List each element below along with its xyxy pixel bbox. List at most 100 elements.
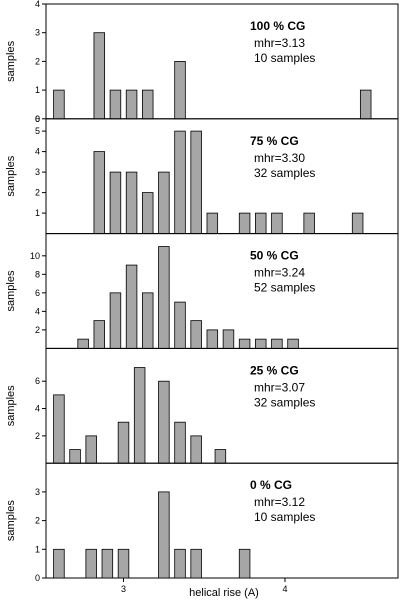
y-axis-label: samples [5,40,17,81]
bar [93,32,106,120]
bar [133,367,146,464]
bar [93,320,106,349]
y-tick-label: 6 [35,114,40,124]
y-axis-label: samples [5,385,17,426]
bar [174,548,186,579]
panel-title: 100 % CG [250,19,305,33]
bar [101,548,114,579]
y-tick-label: 4 [35,404,40,414]
bar [141,192,154,235]
bar [53,548,65,579]
y-tick-label: 2 [35,56,40,66]
panel-mhr: mhr=3.13 [254,36,305,50]
bar [174,301,186,349]
bar [158,491,170,579]
bar [238,548,251,579]
bar [190,130,202,235]
bar [271,338,283,349]
bar [174,130,186,235]
bar [158,171,170,235]
y-tick-label: 6 [35,376,40,386]
y-tick-label: 8 [35,269,40,279]
panel-title: 75 % CG [250,134,299,148]
x-tick-label: 4 [282,584,287,594]
y-axis-label: samples [5,500,17,541]
y-axis-label: samples [5,155,17,196]
bar [222,329,235,349]
bar [53,394,65,464]
bar [141,89,154,120]
bar [174,61,186,120]
bar [158,380,170,464]
bar [125,264,138,349]
bar [206,212,219,235]
panel-mhr: mhr=3.12 [254,495,305,509]
panel-title: 25 % CG [250,363,299,377]
y-tick-label: 1 [35,544,40,554]
y-tick-label: 6 [35,288,40,298]
panel-sample-count: 10 samples [254,51,315,65]
bar [255,212,267,235]
y-tick-label: 5 [35,126,40,136]
y-tick-label: 0 [35,114,40,124]
y-tick-label: 4 [35,0,40,9]
bar [109,89,122,120]
bar [77,338,89,349]
panel-mhr: mhr=3.07 [254,380,305,394]
y-tick-label: 3 [35,487,40,497]
y-tick-label: 2 [35,325,40,335]
bar [109,171,122,235]
panel-title: 0 % CG [250,478,292,492]
bar [117,421,130,464]
bar [85,548,97,579]
bar [93,151,106,235]
y-tick-label: 2 [35,431,40,441]
bar [53,89,65,120]
y-axis-label: samples [5,270,17,311]
panel-frame [45,462,399,579]
bar [359,89,372,120]
panel-mhr: mhr=3.24 [254,266,305,280]
bar [158,246,170,349]
bar [303,212,315,235]
bar [109,292,122,349]
bar [287,338,299,349]
bar [85,435,97,464]
bar [190,435,202,464]
x-tick-label: 3 [121,584,126,594]
y-tick-label: 0 [35,573,40,583]
y-tick-label: 10 [30,251,40,261]
y-tick-label: 4 [35,147,40,157]
panel-frame [45,347,399,464]
bar [69,449,81,464]
panel-sample-count: 52 samples [254,281,315,295]
x-axis-label: helical rise (A) [189,587,259,599]
panel-title: 50 % CG [250,249,299,263]
y-tick-label: 4 [35,306,40,316]
y-tick-label: 2 [35,188,40,198]
bar [125,89,138,120]
y-tick-label: 3 [35,167,40,177]
bar [351,212,364,235]
bar [238,338,251,349]
y-tick-label: 2 [35,516,40,526]
panel-sample-count: 10 samples [254,510,315,524]
bar [141,292,154,349]
panel-sample-count: 32 samples [254,395,315,409]
bar [190,548,202,579]
y-tick-label: 1 [35,85,40,95]
bar [117,548,130,579]
bar [271,212,283,235]
bar [174,421,186,464]
bar [125,171,138,235]
panel-sample-count: 32 samples [254,166,315,180]
y-tick-label: 3 [35,28,40,38]
y-tick-label: 1 [35,208,40,218]
bar [206,329,219,349]
